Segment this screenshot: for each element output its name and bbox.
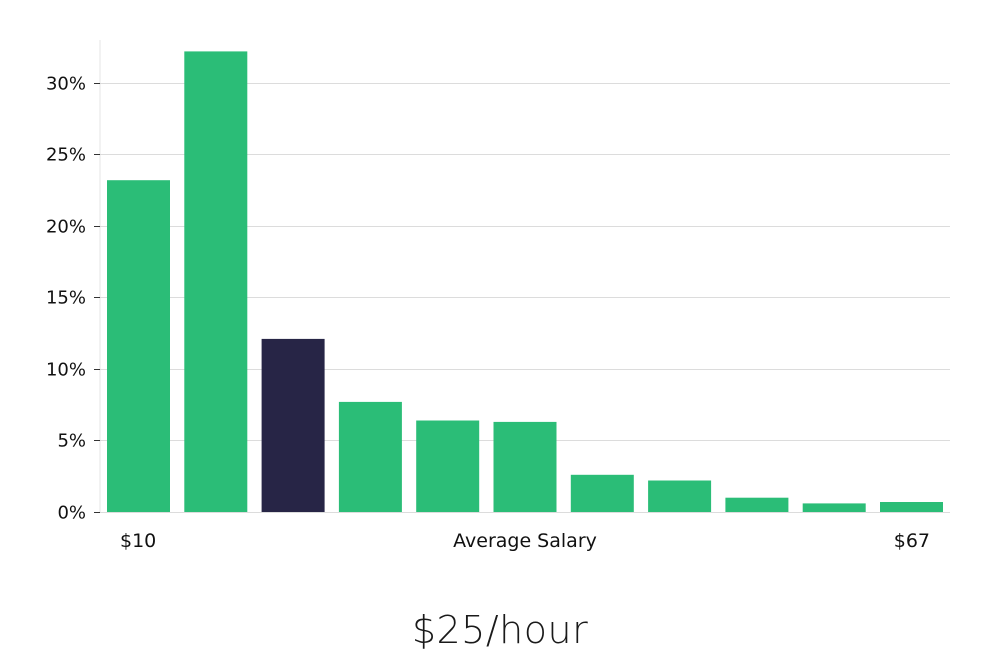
bar-highlighted	[261, 338, 325, 512]
y-tick-label: 25%	[46, 145, 86, 166]
y-tick-label: 5%	[57, 431, 86, 452]
x-start-label: $10	[120, 530, 156, 552]
bar	[725, 497, 789, 512]
y-tick-label: 0%	[57, 503, 86, 524]
average-wage-headline: $25/hour	[411, 608, 589, 652]
y-tick-label: 30%	[46, 74, 86, 95]
bar	[338, 401, 402, 512]
bar	[107, 180, 170, 512]
x-end-label: $67	[894, 530, 930, 552]
y-tick-label: 20%	[46, 217, 86, 238]
bar	[184, 51, 248, 513]
x-axis-labels: $10 Average Salary $67	[120, 530, 930, 552]
bar	[416, 420, 480, 512]
salary-histogram: 0% 5% 10% 15% 20% 25% 30% $10 Average Salary $…	[46, 40, 950, 552]
bar	[648, 480, 712, 512]
y-axis-ticks: 0% 5% 10% 15% 20% 25% 30%	[46, 74, 100, 524]
y-tick-label: 15%	[46, 288, 86, 309]
bar	[570, 474, 634, 512]
bar	[802, 503, 866, 512]
bars	[107, 51, 943, 513]
bar	[493, 421, 557, 512]
y-tick-label: 10%	[46, 360, 86, 381]
x-axis-title: Average Salary	[453, 530, 597, 552]
bar	[880, 502, 943, 512]
